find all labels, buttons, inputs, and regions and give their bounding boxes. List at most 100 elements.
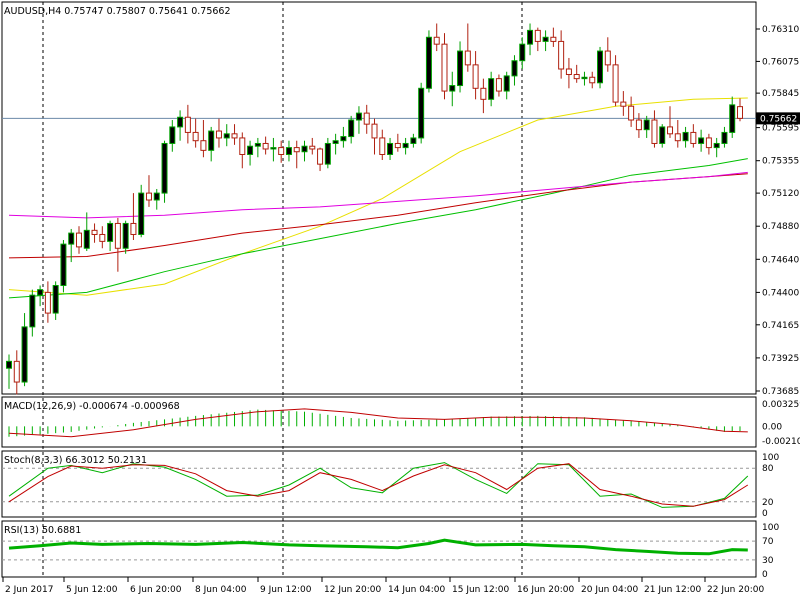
- candle: [21, 313, 28, 387]
- candle: [13, 350, 20, 395]
- candle-body: [402, 142, 409, 149]
- stochastic-panel[interactable]: [2, 462, 756, 508]
- candle-body: [184, 116, 191, 133]
- candle-body: [643, 119, 650, 131]
- candle-body: [75, 232, 82, 248]
- candle: [262, 136, 269, 155]
- time-tick-label: 2 Jun 2017: [5, 585, 53, 595]
- time-tick-label: 16 Jun 20:00: [517, 585, 574, 595]
- candle-body: [309, 145, 316, 150]
- candle-body: [99, 233, 106, 242]
- candle: [91, 223, 98, 243]
- candle: [363, 104, 370, 134]
- candle: [705, 133, 712, 155]
- candle: [402, 137, 409, 155]
- candle-body: [371, 123, 378, 139]
- candle-body: [332, 140, 339, 144]
- candle: [511, 55, 518, 86]
- candle: [317, 147, 324, 172]
- candle: [285, 140, 292, 162]
- candle-body: [293, 147, 300, 153]
- candle: [418, 82, 425, 144]
- macd-tick-label: -0.002105: [762, 437, 800, 447]
- candle: [737, 98, 743, 122]
- candle-body: [145, 192, 152, 201]
- candle: [394, 133, 401, 152]
- candle: [208, 126, 215, 162]
- candle-body: [317, 148, 324, 165]
- candle: [138, 184, 145, 238]
- candle: [301, 140, 308, 162]
- candle: [721, 126, 728, 148]
- candle-body: [705, 137, 712, 149]
- candle: [433, 23, 440, 52]
- price-panel[interactable]: [2, 23, 756, 395]
- candle: [200, 120, 207, 158]
- candle-body: [130, 222, 137, 235]
- candle: [682, 126, 689, 148]
- candle-body: [488, 78, 495, 100]
- candle-body: [667, 126, 674, 135]
- candle-body: [550, 36, 557, 42]
- candle-body: [68, 232, 75, 245]
- stoch-tick-label: 80: [762, 464, 774, 474]
- candle: [581, 71, 588, 86]
- candle: [75, 226, 82, 254]
- candle: [527, 23, 534, 56]
- candle-body: [690, 131, 697, 144]
- candle: [519, 37, 526, 69]
- candle-body: [635, 119, 642, 131]
- candle-body: [29, 294, 36, 328]
- candle-body: [721, 131, 728, 144]
- candle: [355, 106, 362, 134]
- candle-body: [177, 116, 184, 128]
- macd-panel[interactable]: [8, 408, 748, 438]
- candle: [83, 212, 90, 252]
- candle: [122, 220, 129, 254]
- candle: [29, 289, 36, 337]
- current-price-badge: [756, 112, 800, 125]
- time-tick-label: 6 Jun 20:00: [130, 585, 182, 595]
- candle: [690, 124, 697, 148]
- candle: [340, 126, 347, 148]
- candle-body: [573, 74, 580, 80]
- candle-body: [153, 192, 160, 201]
- candle-body: [231, 133, 238, 139]
- candle: [534, 27, 541, 52]
- time-tick-label: 15 Jun 12:00: [452, 585, 509, 595]
- rsi-panel[interactable]: [2, 538, 756, 561]
- candle: [667, 106, 674, 138]
- candle-body: [527, 29, 534, 45]
- candle: [457, 41, 464, 93]
- candle-body: [480, 87, 487, 100]
- candle: [223, 124, 230, 147]
- candle-body: [60, 243, 67, 287]
- candle-body: [44, 291, 51, 314]
- candle: [713, 137, 720, 158]
- candle-body: [208, 130, 215, 151]
- candle-body: [542, 36, 549, 42]
- candle-body: [169, 126, 176, 144]
- candle: [153, 188, 160, 210]
- rsi-tick-label: 100: [762, 523, 779, 533]
- candle-body: [285, 147, 292, 155]
- candle-body: [254, 142, 261, 147]
- macd-panel-title: MACD(12,26,9) -0.000674 -0.000968: [4, 401, 180, 412]
- candle: [643, 115, 650, 138]
- candle-body: [301, 145, 308, 153]
- candle-body: [519, 43, 526, 62]
- candle-body: [628, 105, 635, 121]
- candle: [278, 140, 285, 163]
- candle-body: [581, 76, 588, 80]
- candle-body: [107, 222, 114, 242]
- candle: [542, 30, 549, 52]
- candle-body: [418, 87, 425, 139]
- candle-body: [410, 137, 417, 144]
- candle: [635, 113, 642, 138]
- candle-body: [682, 131, 689, 142]
- candle-body: [558, 40, 565, 70]
- macd-tick-label: 0.003259: [762, 400, 800, 410]
- candle: [44, 281, 51, 323]
- candle: [628, 96, 635, 127]
- candle: [480, 78, 487, 114]
